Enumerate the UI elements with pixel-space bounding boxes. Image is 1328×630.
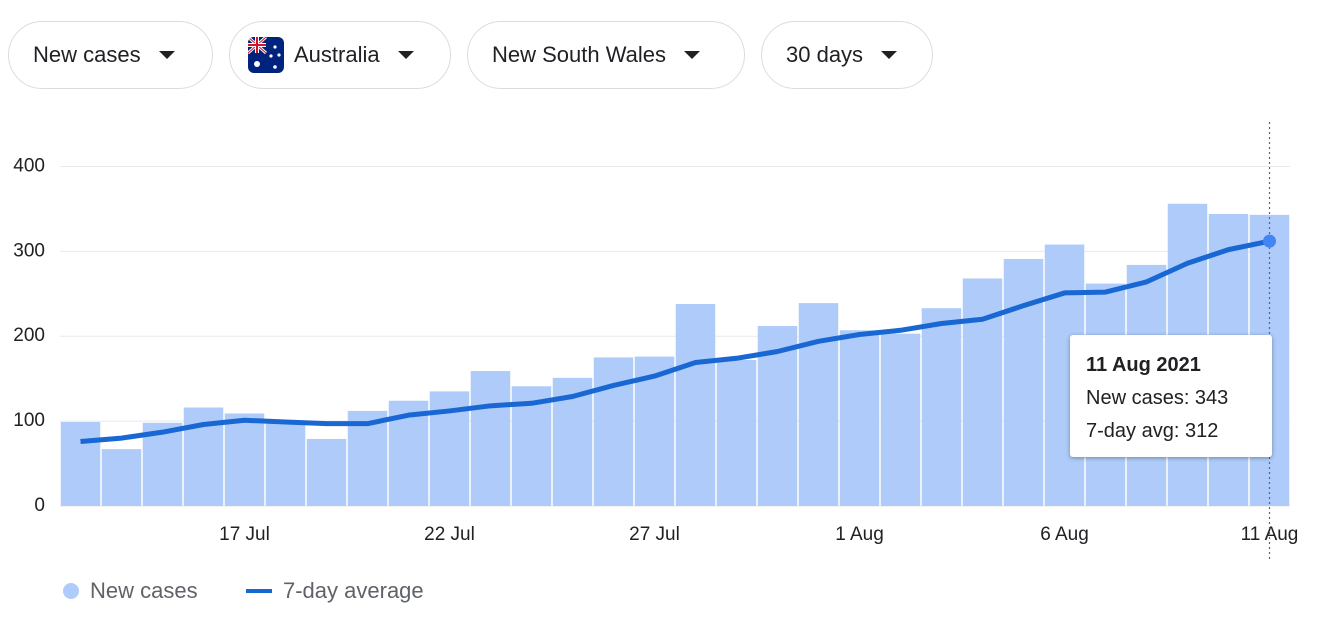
- bar: [634, 356, 675, 506]
- bar: [224, 413, 265, 506]
- bar: [716, 359, 757, 506]
- tooltip-title: 11 Aug 2021: [1086, 354, 1201, 376]
- bar: [1003, 258, 1044, 506]
- legend-label: New cases: [90, 578, 198, 603]
- range-dropdown[interactable]: 30 days: [761, 21, 933, 89]
- bar: [142, 422, 183, 506]
- x-tick-label: 22 Jul: [424, 524, 475, 545]
- bar: [552, 377, 593, 506]
- bar: [511, 386, 552, 506]
- bar: [757, 326, 798, 506]
- bar: [593, 357, 634, 506]
- bar: [60, 421, 101, 506]
- dropdown-label: New South Wales: [492, 42, 667, 67]
- bar: [347, 410, 388, 506]
- bar: [798, 303, 839, 506]
- bar: [183, 407, 224, 506]
- flag-icon: [248, 37, 284, 73]
- dropdown-label: New cases: [33, 42, 141, 67]
- bar: [306, 438, 347, 506]
- bar: [265, 421, 306, 506]
- metric-dropdown[interactable]: New cases: [8, 21, 213, 89]
- bar: [470, 371, 511, 506]
- country-dropdown[interactable]: Australia: [229, 21, 451, 89]
- bar: [839, 330, 880, 506]
- bar: [921, 308, 962, 506]
- bar: [675, 303, 716, 506]
- x-tick-label: 11 Aug: [1241, 524, 1299, 545]
- bar: [962, 278, 1003, 506]
- x-tick-label: 1 Aug: [835, 524, 884, 545]
- y-tick-label: 300: [13, 240, 45, 261]
- region-dropdown[interactable]: New South Wales: [467, 21, 745, 89]
- y-tick-label: 400: [13, 155, 45, 176]
- legend-swatch: [63, 583, 79, 599]
- hover-point: [1263, 234, 1276, 248]
- tooltip-line: 7-day avg: 312: [1086, 420, 1219, 442]
- tooltip: 11 Aug 2021 New cases: 343 7-day avg: 31…: [1070, 335, 1272, 457]
- bar: [429, 391, 470, 506]
- x-tick-label: 27 Jul: [629, 524, 680, 545]
- y-tick-label: 0: [34, 495, 45, 516]
- tooltip-line: New cases: 343: [1086, 387, 1229, 409]
- legend-label: 7-day average: [283, 578, 424, 603]
- bar: [388, 400, 429, 506]
- y-tick-label: 100: [13, 410, 45, 431]
- dropdown-label: 30 days: [786, 42, 864, 67]
- dropdown-arrow: [881, 51, 898, 59]
- bar: [101, 449, 142, 506]
- dropdown-label: Australia: [294, 42, 380, 67]
- x-tick-label: 17 Jul: [219, 524, 270, 545]
- bar: [880, 333, 921, 506]
- y-tick-label: 200: [13, 325, 45, 346]
- x-tick-label: 6 Aug: [1040, 524, 1089, 545]
- dropdown-arrow: [684, 51, 701, 59]
- dropdown-arrow: [158, 51, 175, 59]
- dropdown-arrow: [397, 51, 414, 59]
